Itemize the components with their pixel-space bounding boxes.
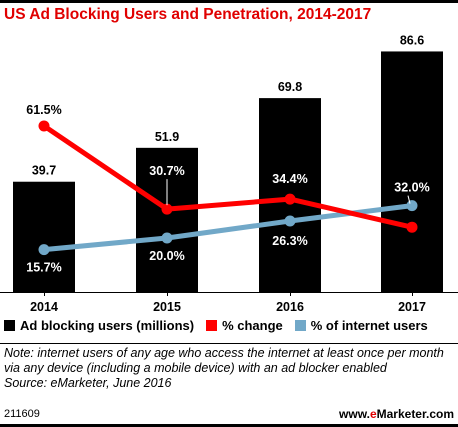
brand-name: Marketer.com bbox=[376, 407, 454, 421]
legend-item-ad-blocking-users: Ad blocking users (millions) bbox=[4, 318, 194, 333]
bar-label-2017: 86.6 bbox=[400, 33, 424, 47]
percent-change-point-2015 bbox=[161, 203, 173, 215]
internet-users-label-2015: 20.0% bbox=[149, 249, 184, 263]
bottom-rule bbox=[0, 424, 458, 427]
chart-title: US Ad Blocking Users and Penetration, 20… bbox=[4, 6, 372, 23]
bar-label-2016: 69.8 bbox=[278, 80, 302, 94]
note-rule bbox=[0, 343, 458, 344]
percent-change-point-2017 bbox=[406, 221, 418, 233]
legend-label-percent-change: % change bbox=[222, 318, 283, 333]
legend-label-percent-internet-users: % of internet users bbox=[310, 318, 428, 333]
bar-2017 bbox=[381, 51, 443, 292]
x-tick-label-2016: 2016 bbox=[276, 300, 304, 314]
legend-swatch-ad-blocking-users bbox=[4, 320, 15, 331]
chart-id: 211609 bbox=[4, 408, 40, 420]
brand-e: e bbox=[369, 407, 377, 421]
internet-users-label-2016: 26.3% bbox=[272, 234, 307, 248]
chart-area: 39.7 51.9 69.8 86.6 61.5% 30.7% 34.4% 24.0% 15.7… bbox=[0, 33, 458, 314]
bar-label-2014: 39.7 bbox=[32, 164, 56, 178]
callout-line-2017 bbox=[407, 195, 411, 204]
note-block: Note: internet users of any age who acce… bbox=[4, 346, 452, 391]
percent-change-label-2015: 30.7% bbox=[149, 164, 184, 178]
percent-change-label-2017: 24.0% bbox=[394, 236, 429, 250]
percent-change-label-2014: 61.5% bbox=[26, 103, 61, 117]
percent-change-label-2016: 34.4% bbox=[272, 172, 307, 186]
x-tick-label-2014: 2014 bbox=[30, 300, 58, 314]
source-text: Source: eMarketer, June 2016 bbox=[4, 376, 172, 390]
x-tick-label-2015: 2015 bbox=[153, 300, 181, 314]
legend-label-ad-blocking-users: Ad blocking users (millions) bbox=[20, 318, 195, 333]
internet-users-label-2017: 32.0% bbox=[394, 181, 429, 195]
brand-prefix: www. bbox=[339, 407, 370, 421]
legend-swatch-percent-internet-users bbox=[294, 320, 306, 331]
bar-2014 bbox=[13, 181, 75, 292]
percent-change-line bbox=[41, 123, 415, 230]
percent-change-point-2014 bbox=[38, 120, 50, 132]
internet-users-point-2016 bbox=[284, 215, 296, 227]
legend-item-percent-change: % change bbox=[206, 318, 283, 333]
legend-swatch-percent-change bbox=[206, 320, 218, 331]
legend-item-percent-internet-users: % of internet users bbox=[294, 318, 428, 333]
internet-users-point-2017 bbox=[406, 200, 418, 212]
x-tick-label-2017: 2017 bbox=[398, 300, 426, 314]
bar-2015 bbox=[136, 147, 198, 292]
internet-users-point-2015 bbox=[161, 232, 173, 244]
brand-logo: www.eMarketer.com bbox=[339, 407, 454, 421]
top-rule bbox=[0, 0, 458, 3]
bar-label-2015: 51.9 bbox=[155, 130, 179, 144]
internet-users-label-2014: 15.7% bbox=[26, 261, 61, 275]
internet-users-point-2014 bbox=[38, 244, 50, 256]
footer: 211609 www.eMarketer.com bbox=[4, 404, 454, 424]
percent-change-point-2016 bbox=[284, 193, 296, 205]
note-text: Note: internet users of any age who acce… bbox=[4, 346, 444, 375]
legend: Ad blocking users (millions) % change % … bbox=[4, 318, 456, 333]
